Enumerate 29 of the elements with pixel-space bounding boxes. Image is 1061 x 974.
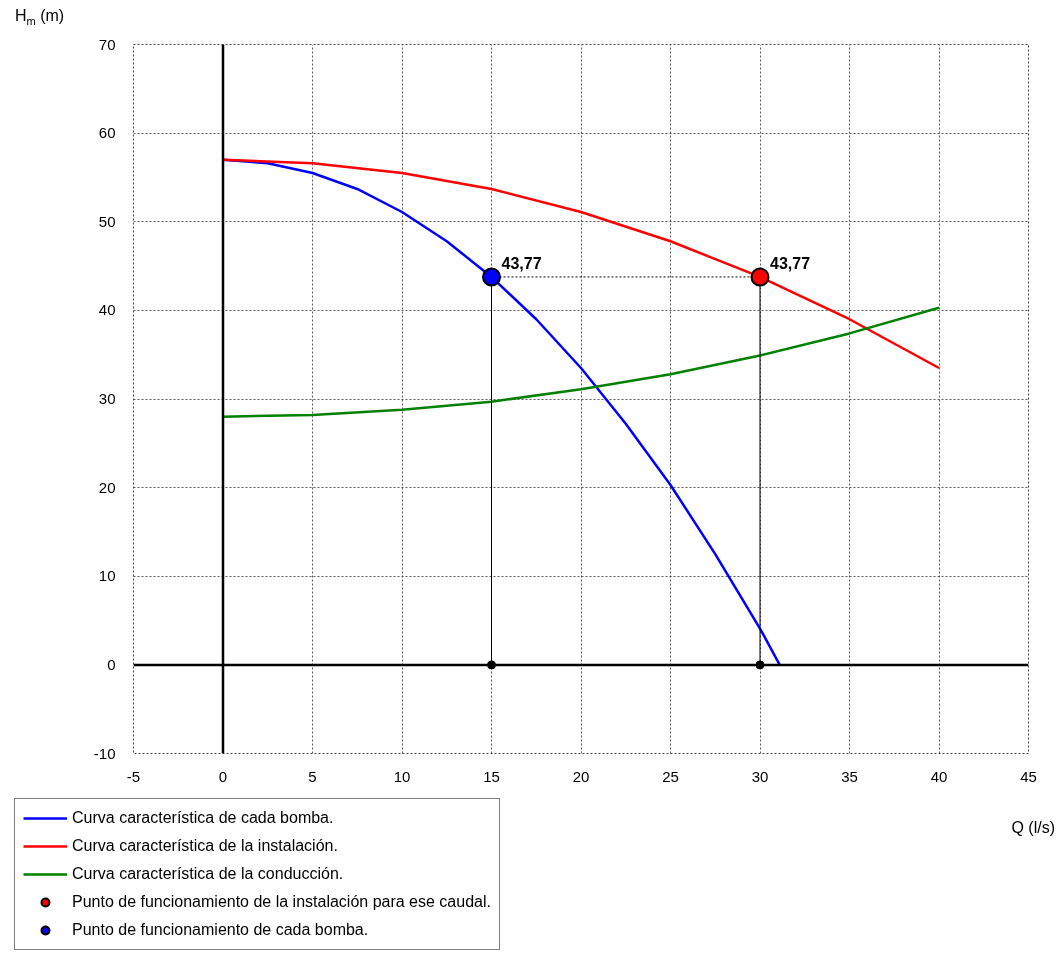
x-tick-label: -5 [126, 767, 141, 785]
y-tick-label: 10 [98, 567, 116, 585]
x-tick-label: 10 [393, 767, 411, 785]
y-tick-label: 70 [98, 35, 116, 53]
legend-label: Curva característica de la conducción. [72, 864, 344, 884]
y-axis-title: H$_{m}$ (m) [15, 6, 65, 30]
x-tick-label: 30 [751, 767, 769, 785]
x-tick-label: 5 [308, 767, 317, 785]
x-tick-label: 35 [841, 767, 858, 785]
y-tick-label: -10 [93, 744, 116, 762]
x-tick-label: 15 [483, 767, 500, 785]
y-tick-label: 40 [98, 301, 116, 319]
x-tick-label: 25 [662, 767, 679, 785]
x-tick-label: 20 [572, 767, 590, 785]
y-tick-label: 30 [98, 390, 116, 407]
x-axis-title: Q (l/s) [1011, 818, 1055, 838]
legend-label: Punto de funcionamiento de cada bomba. [72, 920, 369, 940]
y-tick-label: 60 [98, 124, 116, 142]
legend-label: Punto de funcionamiento de la instalación para ese caudal. [72, 892, 491, 912]
annotation: 43,77 [770, 254, 811, 272]
x-tick-label: 40 [930, 767, 948, 785]
annotation: 43,77 [501, 254, 542, 272]
x-tick-label: 45 [1020, 767, 1037, 785]
y-tick-label: 50 [98, 212, 116, 230]
x-tick-label: 0 [218, 767, 228, 785]
legend-label: Curva característica de la instalación. [72, 836, 338, 856]
legend-label: Curva característica de cada bomba. [72, 808, 334, 828]
y-tick-label: 0 [107, 655, 116, 673]
y-tick-label: 20 [98, 478, 116, 496]
